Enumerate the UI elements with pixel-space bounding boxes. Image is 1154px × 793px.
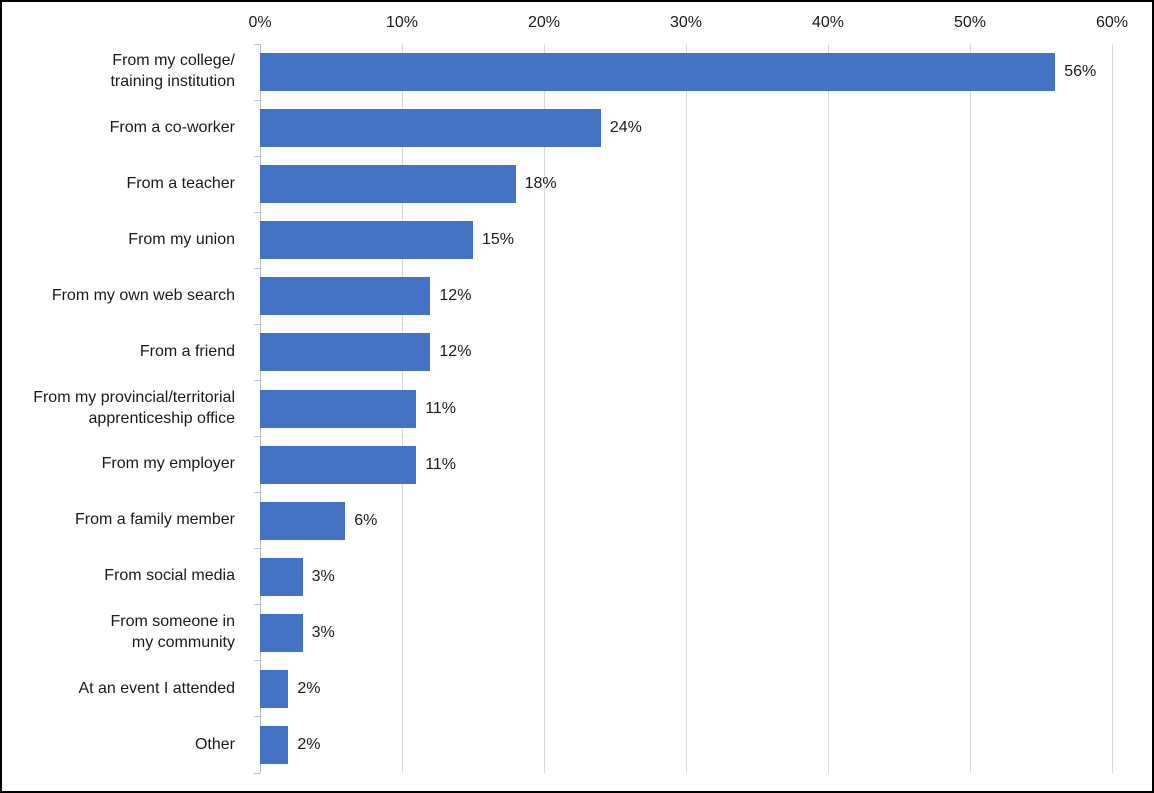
x-tick-label: 40% [811,14,844,31]
data-label: 3% [311,623,335,641]
category-axis-tick [254,492,260,494]
category-label: From my provincial/territorial apprentic… [33,388,235,427]
bar-row: 2% [260,717,1112,773]
category-label: At an event I attended [78,679,235,697]
x-tick-label: 60% [1095,14,1129,31]
data-label: 15% [482,231,515,249]
category-axis-tick [254,211,260,213]
bar [260,613,303,652]
data-label: 12% [439,287,472,305]
bar-row: 12% [260,268,1112,324]
category-axis-tick [254,267,260,269]
plot-area: 56% 24% 18% 15% 12% 12% 11% 11% 6% 3% 3% 2% 2% [254,43,1113,774]
bar [260,389,417,428]
category-label: From a co-worker [109,118,235,136]
data-label: 12% [439,343,472,361]
x-tick-label: 30% [669,14,703,31]
bar-row: 2% [260,661,1112,717]
category-axis-tick [254,379,260,381]
bar [260,333,431,372]
category-labels: From my college/ training institution Fro… [2,44,248,773]
category-axis-tick [254,604,260,606]
bar-row: 11% [260,437,1112,493]
category-axis-tick [254,716,260,718]
bar-row: 3% [260,605,1112,661]
category-label: From someone in my community [110,613,236,651]
data-label: 2% [297,679,321,697]
category-axis-tick [254,436,260,438]
category-label: From my union [128,230,235,248]
x-tick-label: 20% [527,14,560,31]
data-label: 11% [425,455,457,473]
gridline [827,44,829,773]
bar [260,165,516,204]
category-axis-tick [254,99,260,101]
category-label: From a teacher [126,174,235,192]
category-label: Other [194,735,235,753]
bar [260,445,417,484]
category-axis-tick [254,43,260,45]
bar [260,221,473,260]
gridline [1112,44,1113,773]
bar [260,53,1056,92]
data-label: 18% [524,175,557,193]
data-label: 3% [311,567,335,585]
category-axis-tick [254,323,260,325]
category-axis-tick [254,772,260,774]
data-label: 11% [425,399,457,417]
x-tick-label: 10% [385,14,418,31]
bar-row: 24% [260,100,1112,156]
gridline [970,44,971,773]
category-label: From my college/ training institution [110,52,235,91]
x-tick-label: 0% [248,14,272,31]
bar [260,109,601,148]
x-axis: 0% 10% 20% 30% 40% 50% 60% [248,14,1128,36]
bar [260,501,346,540]
x-tick-label: 50% [953,14,987,31]
bars: 56% 24% 18% 15% 12% 12% 11% 11% 6% 3% 3% 2% 2% [260,44,1112,773]
bar-row: 6% [260,493,1112,549]
category-label: From my employer [101,455,235,473]
category-axis-tick [254,155,260,157]
bar [260,557,303,596]
bar [260,725,289,764]
bar-row: 3% [260,549,1112,605]
bar-row: 15% [260,212,1112,268]
category-label: From social media [104,567,235,585]
bar-row: 18% [260,156,1112,212]
bar [260,277,431,316]
bar-row: 12% [260,324,1112,380]
gridline [686,44,687,773]
data-label: 56% [1064,63,1097,81]
category-axis-tick [254,548,260,550]
category-label: From my own web search [51,286,235,304]
bar-row: 56% [260,44,1112,100]
gridline [543,44,545,773]
category-axis-ticks [254,43,1112,774]
category-axis-tick [254,660,260,662]
data-label: 24% [609,119,642,137]
category-label: From a family member [74,511,235,529]
bar [260,669,289,708]
bar-row: 11% [260,380,1112,436]
category-label: From a friend [139,343,235,361]
data-label: 2% [297,735,321,753]
data-label: 6% [354,511,378,529]
